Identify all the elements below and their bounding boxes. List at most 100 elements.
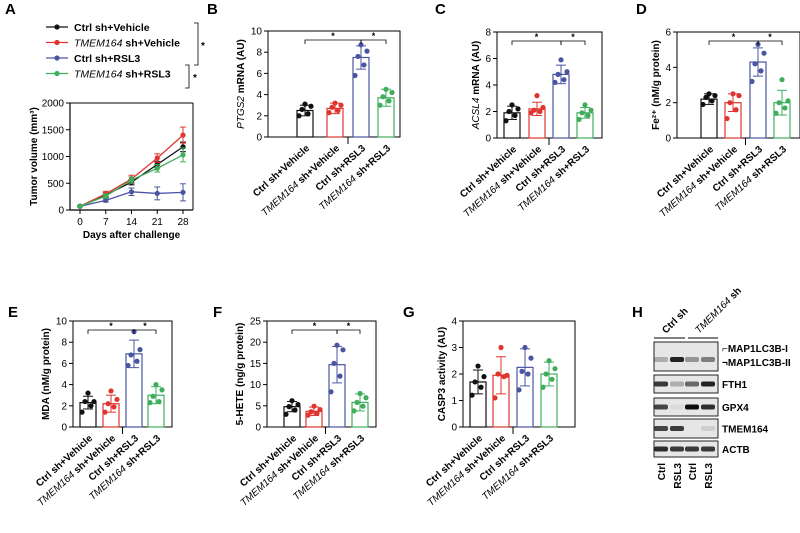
data-point [509, 102, 515, 108]
panel-letter-b: B [207, 1, 218, 18]
data-point [727, 100, 733, 106]
significance-bracket [194, 22, 199, 66]
y-tick-label: 2 [256, 111, 262, 122]
y-tick-label: 4 [485, 81, 491, 92]
y-tick-label: 25 [250, 317, 262, 328]
blot-band [654, 404, 668, 410]
blot-band [685, 446, 699, 452]
italic-part: PTGS2 [236, 96, 247, 129]
y-tick-label: 6 [61, 359, 67, 370]
x-tick-label: 14 [126, 217, 138, 228]
text-part: sh+RSL3 [122, 69, 170, 81]
data-point [363, 395, 369, 401]
data-point [352, 72, 358, 79]
data-point [712, 93, 718, 99]
blot-row-label: TMEM164 [722, 425, 769, 436]
blot-row-label: ¬MAP1LC3B-II [722, 358, 791, 369]
data-point [137, 347, 143, 353]
y-tick-label: 0 [61, 423, 67, 434]
data-point [128, 189, 135, 195]
data-point [305, 111, 311, 117]
data-point [724, 115, 730, 122]
data-point [154, 155, 160, 161]
y-tick-label: 8 [61, 338, 67, 349]
data-point [125, 362, 131, 369]
y-tick-label: 6 [256, 69, 262, 80]
significance-bracket [360, 39, 387, 44]
panel-letter-c: C [435, 1, 446, 18]
significance-star: * [143, 321, 147, 331]
blot-band [654, 357, 668, 362]
y-tick-label: 0 [485, 134, 491, 145]
blot-band [654, 446, 668, 452]
blot-band [685, 404, 699, 410]
data-point [154, 190, 160, 197]
significance-star: * [732, 32, 736, 42]
y-axis-label: ACSL4 mRNA (AU) [471, 41, 482, 131]
data-point [82, 398, 88, 405]
data-point [564, 69, 570, 75]
data-point [519, 368, 525, 374]
data-point [706, 91, 712, 97]
significance-bracket [185, 64, 190, 89]
data-point [105, 401, 111, 407]
blot-band [685, 381, 699, 387]
data-point [331, 360, 337, 366]
significance-star: * [535, 32, 539, 42]
y-tick-label: 20 [250, 338, 262, 349]
data-point [329, 104, 335, 110]
data-point [525, 371, 531, 377]
blot-band [654, 426, 668, 431]
y-tick-label: 2 [451, 370, 457, 381]
data-point [512, 112, 518, 119]
blot-band [701, 357, 715, 362]
significance-bracket [133, 329, 157, 334]
blot-band [701, 381, 715, 387]
text-part: sh+Vehicle [122, 38, 180, 50]
group-label: TMEM164 sh [693, 286, 744, 337]
data-point [503, 118, 509, 124]
blot-strip [653, 341, 719, 372]
data-point [180, 132, 186, 138]
data-point [472, 379, 478, 385]
data-point [340, 347, 346, 353]
blot-row-label: ⌐MAP1LC3B-I [722, 344, 788, 355]
data-point [700, 101, 706, 108]
italic-part: ACSL4 [471, 97, 482, 130]
data-point [286, 404, 292, 410]
x-tick-label: 28 [177, 217, 189, 228]
data-point [332, 100, 338, 106]
data-point [469, 392, 475, 398]
data-point [561, 77, 567, 83]
x-tick-label: 0 [77, 217, 83, 228]
data-point [355, 53, 361, 60]
panel-a-line-chart: 0 500 1000 1500 2000 0 7 14 21 28 Days after chall… [29, 22, 205, 241]
y-tick-label: 10 [251, 27, 263, 38]
data-point [576, 116, 582, 123]
italic-part: TMEM164 [74, 69, 123, 81]
data-point [289, 398, 295, 404]
data-point [308, 103, 314, 109]
data-point [773, 110, 779, 116]
data-point [779, 77, 785, 83]
data-point [498, 344, 504, 351]
blot-band [654, 381, 668, 387]
legend-label: TMEM164 sh+Vehicle [74, 38, 180, 50]
data-point [752, 61, 758, 67]
blot-band [701, 426, 715, 431]
series-3 [77, 147, 186, 209]
data-point [785, 98, 791, 104]
legend-marker [54, 70, 60, 77]
y-tick-label: 0 [451, 423, 457, 434]
data-point [77, 203, 83, 209]
significance-star: * [201, 41, 205, 52]
data-point [540, 104, 546, 111]
data-point [579, 110, 585, 116]
y-tick-label: 10 [56, 317, 68, 328]
blot-row-label: ACTB [722, 445, 750, 456]
data-point [758, 68, 764, 74]
y-axis-label: 5-HETE (ng/g protein) [235, 323, 246, 426]
significance-star: * [109, 321, 113, 331]
